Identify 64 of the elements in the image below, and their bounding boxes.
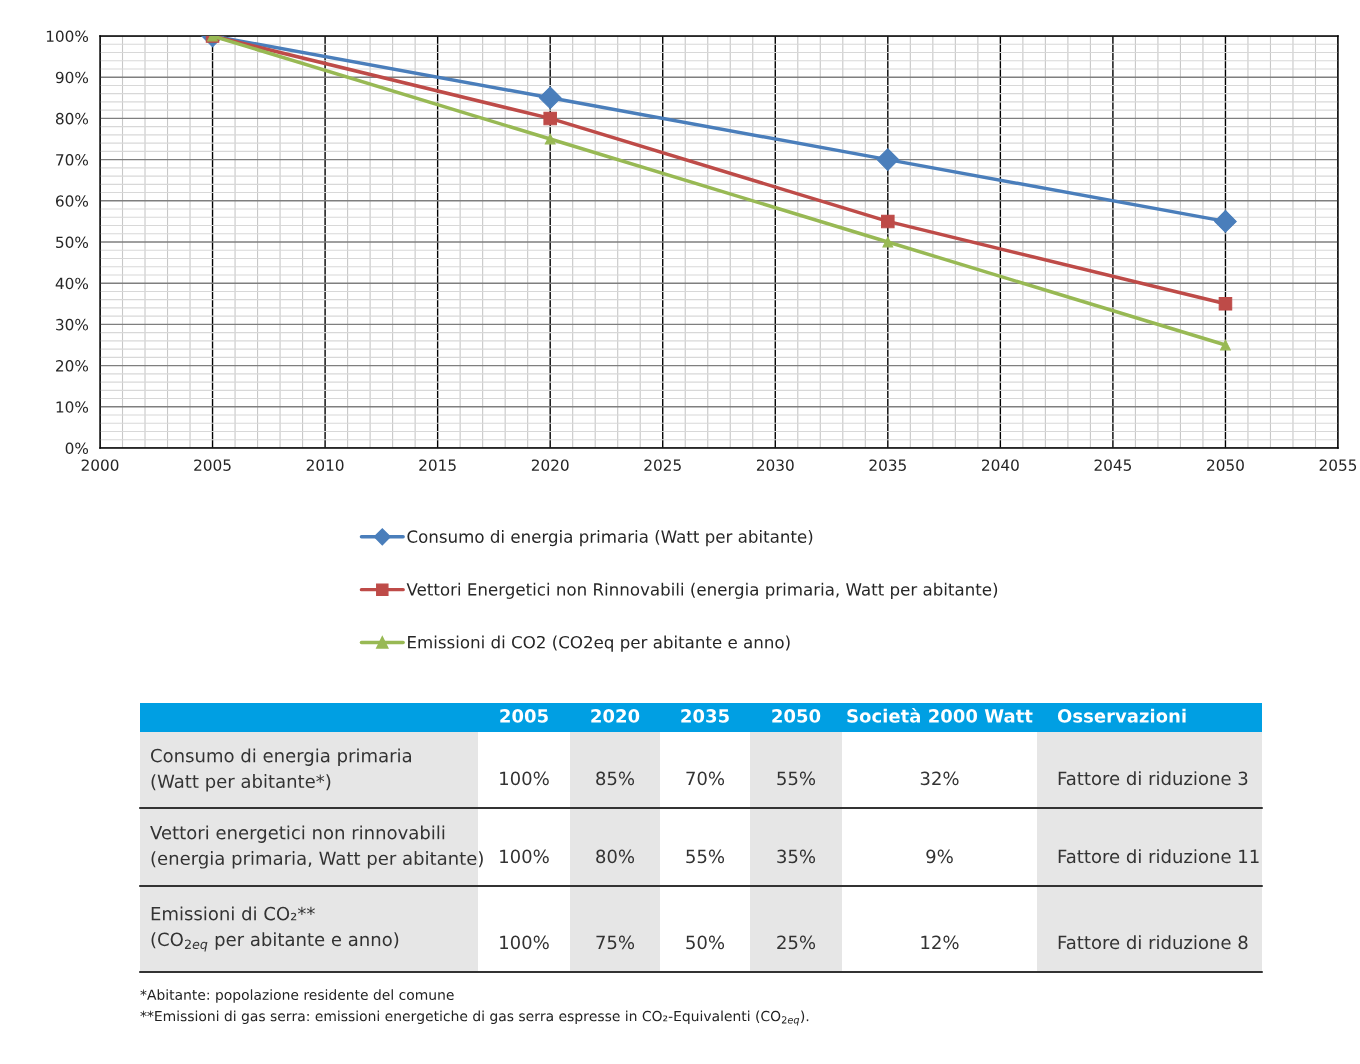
x-tick-label: 2025 — [644, 459, 681, 471]
x-tick-label: 2050 — [1207, 459, 1244, 471]
point — [538, 86, 562, 110]
text: 9% — [926, 849, 953, 864]
y-tick-label: 10% — [56, 401, 89, 413]
text: 2035 — [681, 709, 729, 723]
y-tick-label: 0% — [65, 442, 89, 455]
text: 80% — [596, 849, 635, 864]
text: 35% — [777, 849, 816, 864]
text: Fattore di riduzione 8 — [1058, 935, 1248, 950]
y-tick-label: 100% — [46, 30, 89, 43]
text: 50% — [686, 935, 725, 950]
text: *Abitante: popolazione residente del comune — [140, 989, 454, 1003]
y-tick-label: 50% — [56, 236, 89, 249]
text: 55% — [777, 771, 816, 786]
x-tick-label: 2000 — [81, 459, 119, 471]
point — [543, 111, 557, 126]
x-tick-label: 2020 — [531, 459, 569, 471]
y-tick-label: 40% — [55, 277, 89, 290]
text: 2050 — [772, 709, 821, 723]
x-tick-label: 2015 — [419, 459, 456, 471]
text: 2005 — [500, 709, 548, 723]
point — [882, 236, 894, 248]
y-tick-label: 20% — [56, 360, 89, 372]
text: 32% — [920, 771, 959, 786]
x-tick-label: 2055 — [1319, 459, 1357, 471]
text: 25% — [777, 935, 816, 950]
text: 12% — [921, 935, 959, 950]
text: Fattore di riduzione 11 — [1058, 849, 1259, 864]
point — [876, 148, 900, 171]
text: 70% — [686, 771, 725, 786]
x-tick-label: 2005 — [194, 459, 231, 471]
y-tick-label: 60% — [56, 195, 89, 207]
text: 100% — [500, 935, 549, 950]
text: 2020 — [591, 709, 640, 723]
text: 55% — [686, 849, 725, 864]
text: Osservazioni — [1057, 708, 1186, 723]
point — [544, 133, 556, 145]
point — [1220, 339, 1231, 351]
x-tick-label: 2045 — [1094, 459, 1132, 471]
point — [1218, 297, 1233, 311]
legend-label: Consumo di energia primaria (Watt per abitante) — [407, 530, 813, 547]
point — [1214, 210, 1237, 233]
y-tick-label: 90% — [55, 71, 89, 84]
text: Vettori energetici non rinnovabili (energia primaria, Watt per abitante) — [150, 825, 483, 869]
legend-label: Vettori Energetici non Rinnovabili (energia primaria, Watt per abitante) — [406, 582, 998, 599]
text: 100% — [500, 849, 549, 864]
y-tick-label: 80% — [55, 112, 89, 125]
text: 100% — [500, 771, 549, 786]
text: 75% — [596, 935, 635, 950]
x-tick-label: 2010 — [306, 459, 344, 471]
text: Società 2000 Watt — [847, 708, 1033, 723]
legend-label: Emissioni di CO2 (CO2eq per abitante e anno) — [408, 635, 790, 652]
text: 85% — [596, 771, 635, 786]
text: Consumo di energia primaria (Watt per abitante*) — [151, 748, 412, 792]
x-tick-label: 2040 — [982, 459, 1019, 471]
point — [881, 214, 895, 229]
text: Emissioni di CO₂** (CO$_{2eq}$ per abitante e anno) — [151, 906, 399, 952]
y-tick-label: 30% — [56, 318, 89, 331]
y-tick-label: 70% — [56, 154, 89, 166]
x-tick-label: 2030 — [756, 459, 794, 471]
text: **Emissioni di gas serra: emissioni energetiche di gas serra espresse in CO₂-Equivalenti (CO$_{2eq}$). — [140, 1010, 809, 1026]
x-tick-label: 2035 — [869, 459, 906, 471]
text: Fattore di riduzione 3 — [1058, 771, 1248, 786]
